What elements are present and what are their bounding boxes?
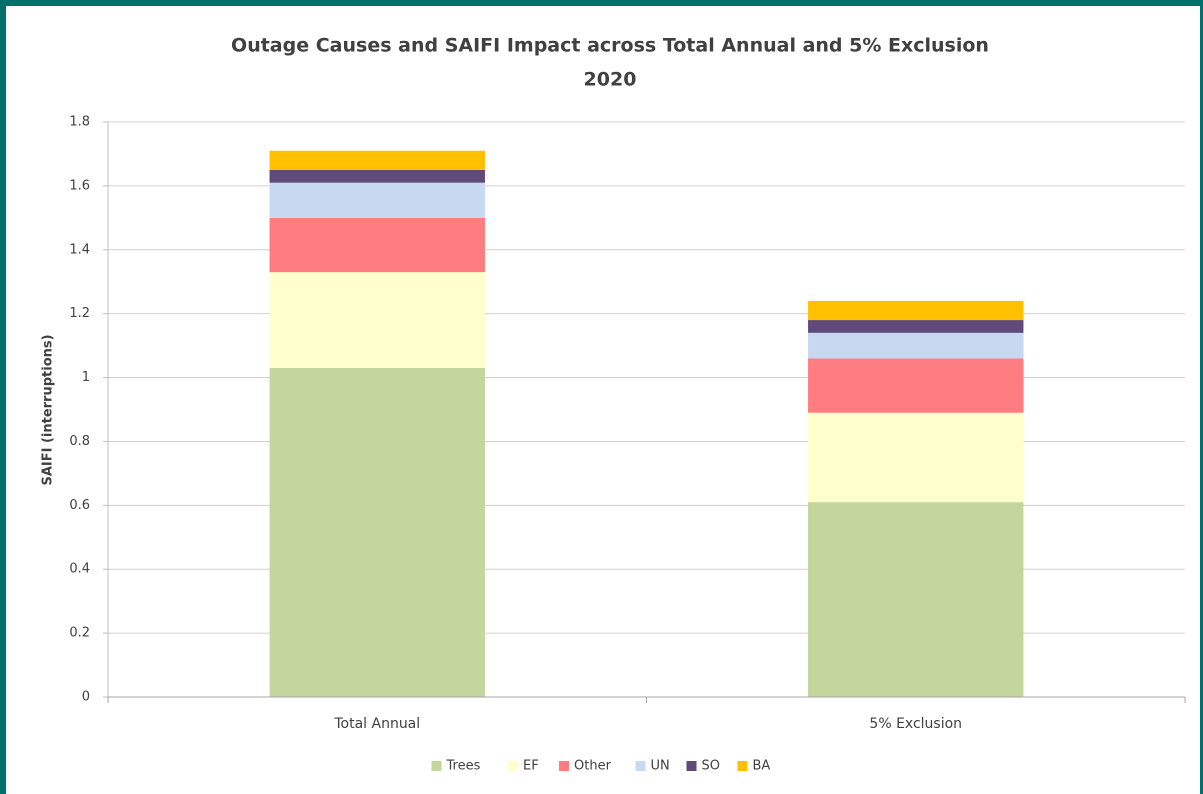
- bar-segment: [269, 169, 485, 183]
- bar-segment: [269, 150, 485, 170]
- x-tick-label: Total Annual: [333, 716, 420, 732]
- legend-label: Other: [574, 759, 612, 774]
- bar-segment: [808, 332, 1024, 359]
- bar-segment: [269, 182, 485, 218]
- y-tick-label: 1.6: [69, 178, 90, 193]
- legend-label: EF: [523, 759, 539, 774]
- legend-swatch: [635, 761, 646, 771]
- y-tick-label: 0.4: [69, 562, 90, 577]
- bar-segment: [808, 300, 1024, 321]
- legend-swatch: [508, 761, 518, 771]
- bar-segment: [808, 412, 1024, 503]
- legend-swatch: [737, 761, 748, 771]
- legend-swatch: [431, 761, 442, 771]
- legend-swatch: [559, 761, 569, 771]
- y-tick-label: 1.8: [69, 115, 90, 130]
- bar-segment: [269, 367, 485, 697]
- y-tick-label: 0: [82, 690, 90, 705]
- y-axis-label: SAIFI (interruptions): [41, 334, 56, 485]
- x-tick-label: 5% Exclusion: [869, 716, 962, 732]
- chart-title: 2020: [584, 69, 637, 91]
- legend-label: SO: [702, 759, 720, 774]
- y-tick-label: 1: [82, 370, 90, 385]
- y-tick-label: 1.4: [69, 242, 90, 257]
- legend-label: UN: [651, 759, 670, 774]
- y-tick-label: 1.2: [69, 306, 90, 321]
- legend-swatch: [686, 761, 697, 771]
- bar-segment: [269, 272, 485, 368]
- legend-label: BA: [753, 759, 771, 774]
- y-tick-label: 0.8: [69, 434, 90, 449]
- bar-segment: [808, 502, 1024, 697]
- y-tick-label: 0.6: [69, 498, 90, 513]
- bar-segment: [808, 320, 1024, 333]
- chart-title: Outage Causes and SAIFI Impact across To…: [231, 35, 989, 57]
- bar-segment: [269, 217, 485, 273]
- bar-segment: [808, 358, 1024, 413]
- y-tick-label: 0.2: [69, 626, 90, 641]
- legend-label: Trees: [446, 759, 481, 774]
